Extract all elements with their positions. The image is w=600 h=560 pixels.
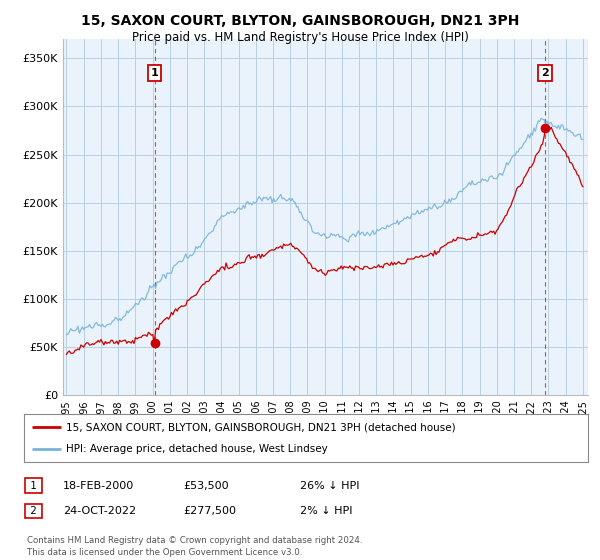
Text: 24-OCT-2022: 24-OCT-2022	[63, 506, 136, 516]
Text: 26% ↓ HPI: 26% ↓ HPI	[300, 480, 359, 491]
Text: HPI: Average price, detached house, West Lindsey: HPI: Average price, detached house, West…	[66, 444, 328, 454]
Text: 15, SAXON COURT, BLYTON, GAINSBOROUGH, DN21 3PH (detached house): 15, SAXON COURT, BLYTON, GAINSBOROUGH, D…	[66, 422, 456, 432]
Text: 15, SAXON COURT, BLYTON, GAINSBOROUGH, DN21 3PH: 15, SAXON COURT, BLYTON, GAINSBOROUGH, D…	[81, 14, 519, 28]
Text: 18-FEB-2000: 18-FEB-2000	[63, 480, 134, 491]
Text: 2% ↓ HPI: 2% ↓ HPI	[300, 506, 353, 516]
Text: Contains HM Land Registry data © Crown copyright and database right 2024.
This d: Contains HM Land Registry data © Crown c…	[27, 536, 362, 557]
Text: 1: 1	[27, 480, 40, 491]
Text: 2: 2	[27, 506, 40, 516]
Text: Price paid vs. HM Land Registry's House Price Index (HPI): Price paid vs. HM Land Registry's House …	[131, 31, 469, 44]
Text: 1: 1	[151, 68, 158, 78]
Text: 2: 2	[541, 68, 549, 78]
Text: £53,500: £53,500	[183, 480, 229, 491]
Text: £277,500: £277,500	[183, 506, 236, 516]
